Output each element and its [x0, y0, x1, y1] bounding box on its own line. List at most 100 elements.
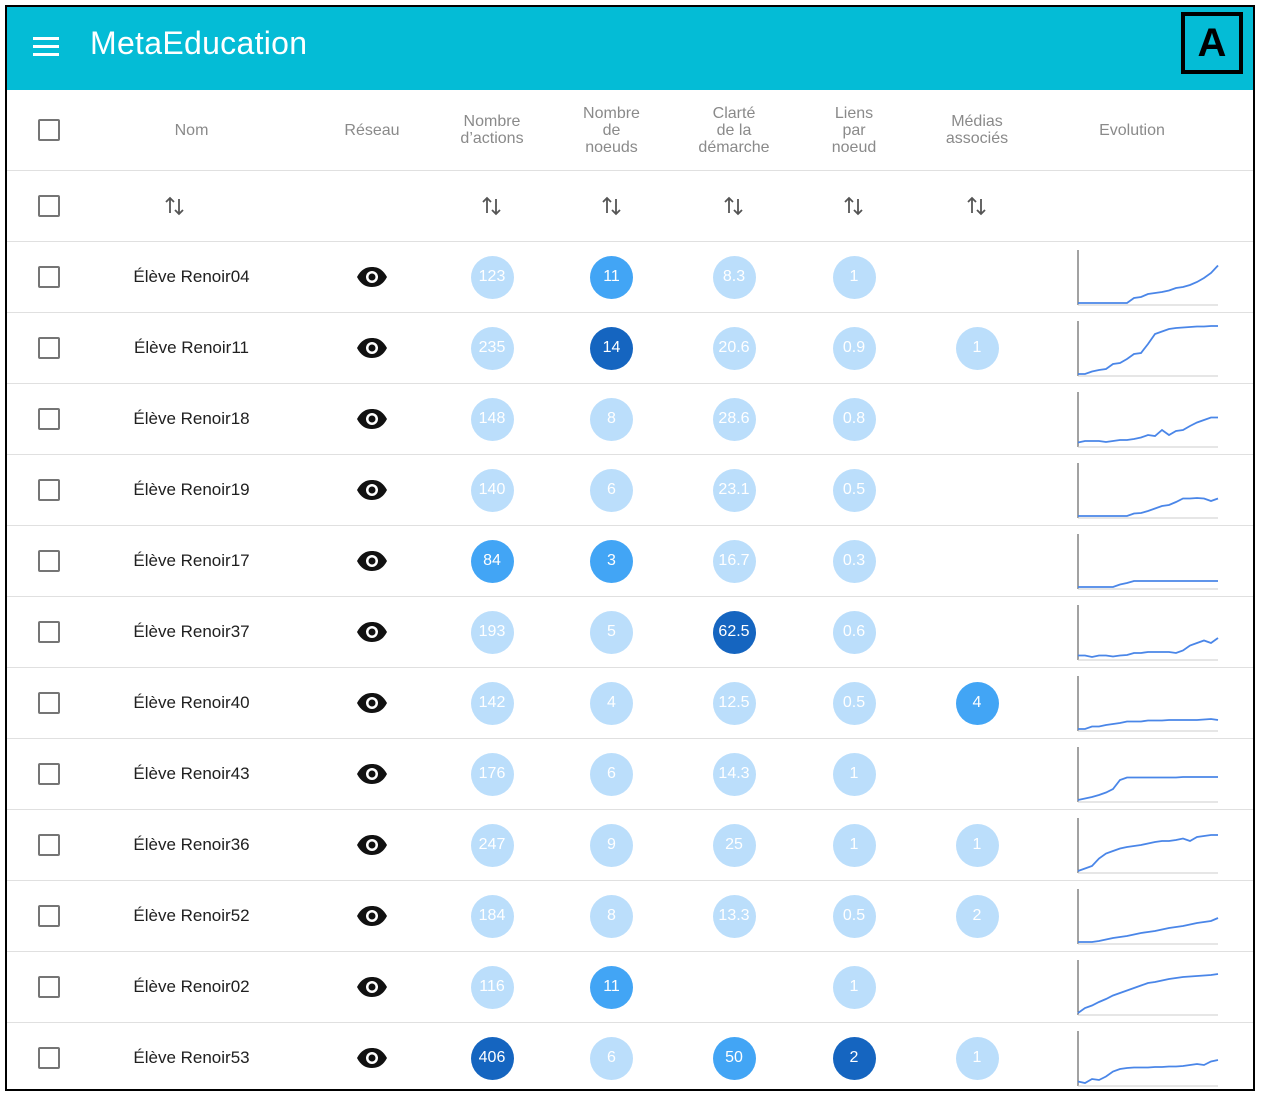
row-checkbox[interactable] — [38, 834, 60, 856]
actions-value: 176 — [470, 752, 514, 796]
menu-icon[interactable] — [33, 37, 59, 57]
students-table: Nom Réseau Nombre d’actions Nombre de no… — [7, 90, 1253, 1089]
sort-icon[interactable] — [481, 193, 503, 219]
actions-value: 142 — [470, 681, 514, 725]
medias-value: 2 — [955, 894, 999, 938]
table-row[interactable]: Élève Renoir02 116 11 1 — [7, 952, 1253, 1023]
sort-icon[interactable] — [966, 193, 988, 219]
header-liens[interactable]: Liens par noeud — [831, 104, 877, 156]
sort-icon[interactable] — [843, 193, 865, 219]
student-name: Élève Renoir40 — [133, 693, 250, 712]
row-checkbox[interactable] — [38, 479, 60, 501]
liens-value: 1 — [832, 823, 876, 867]
sort-icon[interactable] — [601, 193, 623, 219]
student-name: Élève Renoir11 — [134, 338, 249, 357]
eye-icon[interactable] — [356, 834, 388, 856]
liens-value: 2 — [832, 1036, 876, 1080]
sparkline-chart — [1077, 321, 1218, 377]
student-name: Élève Renoir53 — [133, 1048, 250, 1067]
eye-icon[interactable] — [356, 621, 388, 643]
liens-value: 0.5 — [832, 894, 876, 938]
sparkline-chart — [1077, 1031, 1219, 1087]
row-checkbox[interactable] — [38, 1047, 60, 1069]
actions-value: 406 — [470, 1036, 514, 1080]
medias-value: 1 — [955, 1036, 999, 1080]
sort-actions[interactable] — [437, 171, 547, 241]
eye-icon[interactable] — [356, 550, 388, 572]
table-row[interactable]: Élève Renoir17 84 3 16.7 0.3 — [7, 526, 1253, 597]
student-name: Élève Renoir17 — [133, 551, 250, 570]
evolution-sparkline — [1077, 455, 1219, 525]
header-medias[interactable]: Médias associés — [945, 113, 1009, 147]
actions-value: 123 — [470, 255, 514, 299]
header-clarte[interactable]: Clarté de la démarche — [698, 104, 770, 156]
student-name: Élève Renoir43 — [133, 764, 250, 783]
table-row[interactable]: Élève Renoir36 247 9 25 1 1 — [7, 810, 1253, 881]
table-row[interactable]: Élève Renoir37 193 5 62.5 0.6 — [7, 597, 1253, 668]
row-checkbox[interactable] — [38, 550, 60, 572]
row-checkbox[interactable] — [38, 905, 60, 927]
sparkline-chart — [1077, 605, 1219, 661]
noeuds-value: 8 — [590, 397, 633, 441]
table-row[interactable]: Élève Renoir18 148 8 28.6 0.8 — [7, 384, 1253, 455]
select-all-checkbox[interactable] — [38, 119, 60, 141]
table-row[interactable]: Élève Renoir52 184 8 13.3 0.5 2 — [7, 881, 1253, 952]
evolution-sparkline — [1077, 668, 1219, 738]
row-checkbox[interactable] — [38, 337, 60, 359]
sort-clarte[interactable] — [679, 171, 789, 241]
sparkline-chart — [1077, 463, 1219, 519]
clarte-value: 25 — [712, 823, 756, 867]
row-checkbox[interactable] — [38, 408, 60, 430]
eye-icon[interactable] — [356, 976, 388, 998]
liens-value: 0.5 — [832, 468, 876, 512]
sort-noeuds[interactable] — [559, 171, 664, 241]
student-name: Élève Renoir52 — [133, 906, 250, 925]
evolution-sparkline — [1077, 384, 1219, 454]
sparkline-path — [1078, 718, 1219, 730]
eye-icon[interactable] — [356, 479, 388, 501]
evolution-sparkline — [1077, 597, 1219, 667]
eye-icon[interactable] — [356, 763, 388, 785]
liens-value: 1 — [832, 752, 876, 796]
sort-medias[interactable] — [927, 171, 1027, 241]
clarte-value: 62.5 — [712, 610, 756, 654]
sparkline-chart — [1077, 960, 1219, 1016]
eye-icon[interactable] — [356, 337, 388, 359]
table-row[interactable]: Élève Renoir53 406 6 50 2 1 — [7, 1023, 1253, 1089]
row-checkbox[interactable] — [38, 692, 60, 714]
row-checkbox[interactable] — [38, 266, 60, 288]
header-noeuds[interactable]: Nombre de noeuds — [583, 104, 640, 156]
eye-icon[interactable] — [356, 266, 388, 288]
noeuds-value: 3 — [590, 539, 633, 583]
table-header: Nom Réseau Nombre d’actions Nombre de no… — [7, 90, 1253, 171]
table-row[interactable]: Élève Renoir43 176 6 14.3 1 — [7, 739, 1253, 810]
sparkline-chart — [1077, 534, 1218, 590]
table-row[interactable]: Élève Renoir11 235 14 20.6 0.9 1 — [7, 313, 1253, 384]
noeuds-value: 9 — [590, 823, 633, 867]
row-checkbox[interactable] — [38, 976, 60, 998]
sort-nom[interactable] — [125, 171, 225, 241]
table-row[interactable]: Élève Renoir04 123 11 8.3 1 — [7, 242, 1253, 313]
row-checkbox[interactable] — [38, 763, 60, 785]
eye-icon[interactable] — [356, 905, 388, 927]
clarte-value: 50 — [712, 1036, 756, 1080]
app-title: MetaEducation — [90, 25, 308, 61]
sort-icon[interactable] — [723, 193, 745, 219]
header-nom[interactable]: Nom — [174, 121, 209, 139]
eye-icon[interactable] — [356, 1047, 388, 1069]
eye-icon[interactable] — [356, 408, 388, 430]
clarte-value: 20.6 — [712, 326, 756, 370]
noeuds-value: 5 — [590, 610, 633, 654]
row-checkbox[interactable] — [38, 621, 60, 643]
sort-liens[interactable] — [804, 171, 904, 241]
header-actions[interactable]: Nombre d’actions — [460, 113, 524, 147]
evolution-sparkline — [1077, 526, 1219, 596]
filter-checkbox[interactable] — [38, 195, 60, 217]
sort-icon[interactable] — [164, 193, 186, 219]
clarte-value: 28.6 — [712, 397, 756, 441]
eye-icon[interactable] — [356, 692, 388, 714]
sparkline-chart — [1077, 818, 1218, 874]
header-reseau: Réseau — [344, 121, 400, 139]
table-row[interactable]: Élève Renoir40 142 4 12.5 0.5 4 — [7, 668, 1253, 739]
table-row[interactable]: Élève Renoir19 140 6 23.1 0.5 — [7, 455, 1253, 526]
